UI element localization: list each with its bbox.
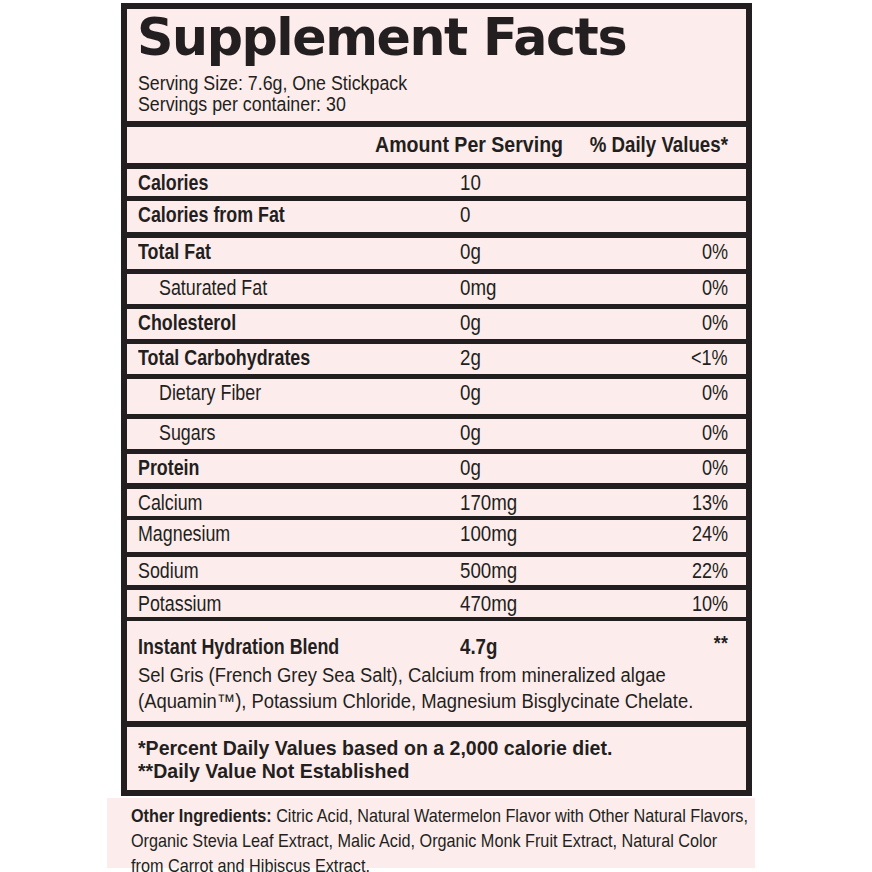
row-daily-value: 0% bbox=[702, 456, 728, 481]
row-amount: 500mg bbox=[460, 559, 517, 584]
panel-title: Supplement Facts bbox=[137, 14, 731, 60]
row-amount: 0 bbox=[460, 203, 470, 228]
table-row: Cholesterol 0g 0% bbox=[127, 309, 746, 344]
row-daily-value: 0% bbox=[702, 240, 728, 265]
row-label: Sugars bbox=[159, 421, 216, 446]
row-amount: 2g bbox=[460, 346, 481, 371]
row-daily-value: 0% bbox=[702, 381, 728, 406]
table-header: Amount Per Serving % Daily Values* bbox=[127, 127, 746, 163]
table-row: Total Fat 0g 0% bbox=[127, 238, 746, 274]
row-daily-value: 24% bbox=[692, 522, 728, 547]
other-ingredients-label: Other Ingredients: bbox=[131, 805, 272, 826]
row-label: Saturated Fat bbox=[159, 276, 267, 301]
row-label: Dietary Fiber bbox=[159, 381, 261, 406]
row-amount: 170mg bbox=[460, 491, 517, 516]
servings-per-container: Servings per container: 30 bbox=[138, 94, 679, 115]
table-row: Instant Hydration Blend 4.7g ** bbox=[127, 621, 746, 662]
row-daily-value: 10% bbox=[692, 592, 728, 617]
row-daily-value: <1% bbox=[691, 346, 728, 371]
facts-table: Calories 10 Calories from Fat 0 Total Fat 0g 0… bbox=[127, 169, 746, 662]
row-amount: 470mg bbox=[460, 592, 517, 617]
table-row: Sodium 500mg 22% bbox=[127, 557, 746, 590]
footnote-not-established: **Daily Value Not Established bbox=[138, 759, 703, 782]
supplement-facts-panel: Supplement Facts Serving Size: 7.6g, One… bbox=[121, 3, 752, 796]
table-row: Total Carbohydrates 2g <1% bbox=[127, 344, 746, 379]
table-row: Protein 0g 0% bbox=[127, 454, 746, 489]
table-row: Dietary Fiber 0g 0% bbox=[127, 379, 746, 419]
row-label: Calories from Fat bbox=[138, 203, 285, 228]
amount-per-serving-header: Amount Per Serving bbox=[375, 133, 563, 158]
table-row: Sugars 0g 0% bbox=[127, 419, 746, 454]
serving-size: Serving Size: 7.6g, One Stickpack bbox=[138, 73, 679, 94]
row-amount: 0mg bbox=[460, 276, 496, 301]
row-label: Total Fat bbox=[138, 240, 211, 265]
row-label: Potassium bbox=[138, 592, 221, 617]
serving-info: Serving Size: 7.6g, One Stickpack Servin… bbox=[127, 73, 746, 116]
table-row: Saturated Fat 0mg 0% bbox=[127, 274, 746, 309]
row-amount: 0g bbox=[460, 456, 481, 481]
row-label: Cholesterol bbox=[138, 311, 236, 336]
row-label: Calcium bbox=[138, 491, 202, 516]
row-label: Total Carbohydrates bbox=[138, 346, 310, 371]
row-amount: 0g bbox=[460, 421, 481, 446]
other-ingredients: Other Ingredients: Citric Acid, Natural … bbox=[107, 798, 755, 868]
row-daily-value: 0% bbox=[702, 276, 728, 301]
row-daily-value: 22% bbox=[692, 559, 728, 584]
table-row: Calcium 170mg 13% bbox=[127, 489, 746, 520]
row-label: Calories bbox=[138, 171, 208, 196]
footnotes: *Percent Daily Values based on a 2,000 c… bbox=[127, 727, 746, 782]
row-amount: 0g bbox=[460, 311, 481, 336]
row-daily-value: 13% bbox=[692, 491, 728, 516]
other-ingredients-text: Other Ingredients: Citric Acid, Natural … bbox=[131, 803, 750, 872]
row-label: Instant Hydration Blend bbox=[138, 635, 339, 660]
row-label: Magnesium bbox=[138, 522, 230, 547]
row-amount: 4.7g bbox=[460, 635, 497, 660]
footnote-daily-values: *Percent Daily Values based on a 2,000 c… bbox=[138, 736, 703, 759]
row-daily-value: 0% bbox=[702, 311, 728, 336]
row-label: Protein bbox=[138, 456, 199, 481]
row-label: Sodium bbox=[138, 559, 199, 584]
table-row: Potassium 470mg 10% bbox=[127, 590, 746, 621]
daily-values-header: % Daily Values* bbox=[590, 133, 728, 158]
row-amount: 0g bbox=[460, 381, 481, 406]
table-row: Magnesium 100mg 24% bbox=[127, 520, 746, 557]
row-amount: 10 bbox=[460, 171, 481, 196]
row-daily-value: ** bbox=[713, 631, 728, 655]
row-daily-value: 0% bbox=[702, 421, 728, 446]
table-row: Calories from Fat 0 bbox=[127, 201, 746, 238]
row-amount: 0g bbox=[460, 240, 481, 265]
blend-description: Sel Gris (French Grey Sea Salt), Calcium… bbox=[138, 662, 708, 714]
row-amount: 100mg bbox=[460, 522, 517, 547]
table-row: Calories 10 bbox=[127, 169, 746, 201]
